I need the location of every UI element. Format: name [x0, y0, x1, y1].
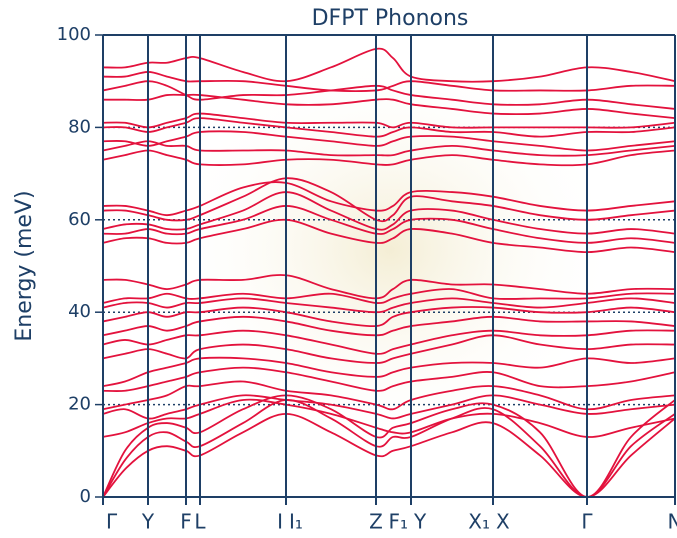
band-line	[102, 412, 676, 498]
band-line	[102, 394, 676, 498]
band-line	[102, 288, 676, 304]
band-line	[103, 93, 676, 120]
band-line	[102, 191, 676, 235]
x-tick-label: N	[668, 510, 677, 534]
x-tick-label: Γ	[581, 510, 593, 534]
y-tick-label: 20	[68, 394, 91, 415]
x-tick-label: X₁	[468, 510, 490, 534]
band-line	[102, 394, 676, 420]
band-line	[102, 149, 676, 167]
x-tick-label: Z	[369, 510, 383, 534]
band-line	[102, 47, 676, 83]
y-tick-label: 80	[68, 116, 91, 137]
band-line	[102, 80, 676, 110]
x-tick-label: X	[496, 510, 510, 534]
background-decoration	[160, 50, 620, 450]
y-tick-label: 60	[68, 209, 91, 230]
x-tick-label: Y	[141, 510, 155, 534]
band-line	[102, 181, 676, 217]
band-line	[102, 274, 676, 300]
band-line	[102, 398, 676, 438]
band-line	[102, 356, 676, 388]
x-tick-label: L	[194, 510, 206, 534]
band-line	[102, 306, 676, 328]
band-line	[102, 112, 676, 129]
band-line	[102, 218, 676, 254]
band-line	[102, 117, 676, 138]
band-line	[102, 329, 676, 355]
x-tick-label: F₁	[388, 510, 408, 534]
band-line	[102, 380, 676, 411]
x-tick-label: I	[277, 510, 283, 534]
y-tick-label: 40	[68, 301, 91, 322]
band-line	[102, 205, 676, 244]
y-axis-label: Energy (meV)	[12, 190, 37, 341]
band-line	[102, 315, 676, 337]
x-tick-label: F	[180, 510, 192, 534]
band-line	[102, 71, 676, 92]
x-tick-label: I₁	[289, 510, 303, 534]
band-line	[102, 130, 676, 152]
band-line	[102, 140, 676, 157]
x-tick-label: Y	[413, 510, 427, 534]
band-line	[102, 297, 676, 314]
band-line	[102, 399, 676, 498]
y-tick-label: 100	[57, 24, 91, 45]
bands	[102, 47, 676, 498]
y-tick-label: 0	[80, 486, 91, 507]
band-line	[102, 334, 676, 364]
band-line	[102, 366, 676, 392]
chart-title: DFPT Phonons	[312, 6, 469, 31]
x-tick-label: Γ	[106, 510, 118, 534]
